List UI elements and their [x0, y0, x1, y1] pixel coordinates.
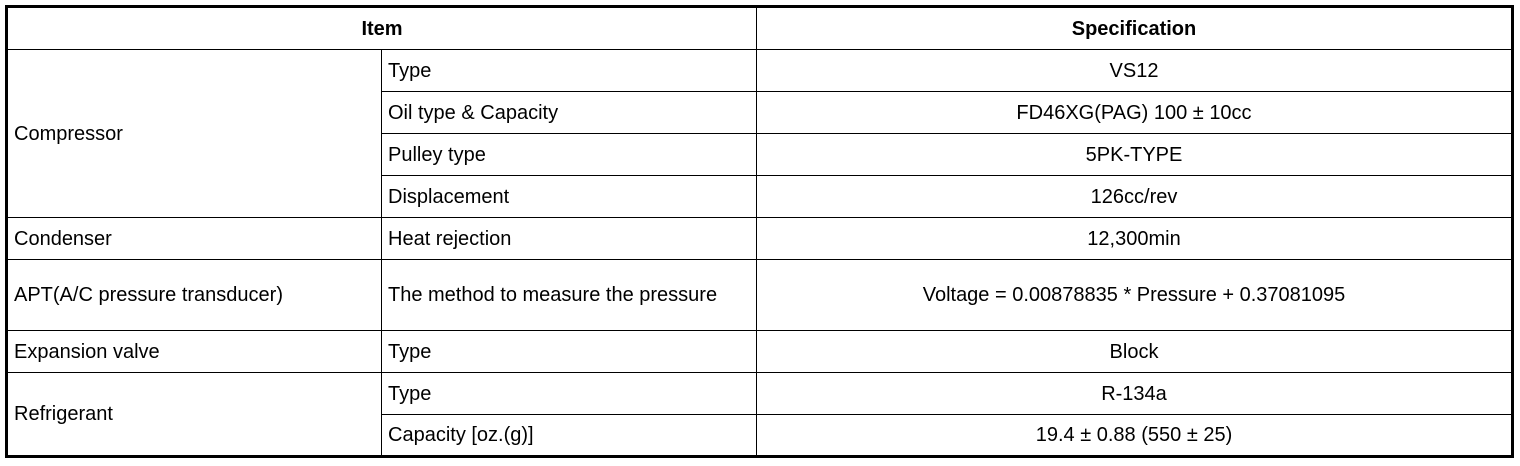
header-row: Item Specification [6, 6, 1513, 50]
group-compressor: Compressor [6, 49, 382, 218]
table-row: Compressor Type VS12 [6, 49, 1513, 218]
group-apt: APT(A/C pressure transducer) [6, 259, 382, 331]
spec-cell: 5PK-TYPE [756, 133, 1513, 176]
table-row: Refrigerant Type R-134a [6, 372, 1513, 457]
spec-cell: R-134a [756, 372, 1513, 415]
spec-table: Item Specification Compressor Type VS12 … [5, 5, 1514, 458]
item-cell: Displacement [381, 175, 757, 218]
group-condenser: Condenser [6, 217, 382, 260]
item-cell: Type [381, 372, 757, 415]
group-refrigerant: Refrigerant [6, 372, 382, 457]
item-cell: Pulley type [381, 133, 757, 176]
item-cell: Type [381, 49, 757, 92]
spec-cell: FD46XG(PAG) 100 ± 10cc [756, 91, 1513, 134]
table-row: Oil type & Capacity FD46XG(PAG) 100 ± 10… [7, 91, 1513, 134]
item-cell: Type [381, 330, 757, 373]
table-row: Capacity [oz.(g)] 19.4 ± 0.88 (550 ± 25) [7, 414, 1513, 457]
spec-cell: VS12 [756, 49, 1513, 92]
spec-cell: 126cc/rev [756, 175, 1513, 218]
table-row: APT(A/C pressure transducer) The method … [6, 259, 1513, 331]
item-cell: Capacity [oz.(g)] [381, 414, 757, 457]
header-item: Item [6, 6, 757, 50]
item-cell: Oil type & Capacity [381, 91, 757, 134]
spec-cell: 19.4 ± 0.88 (550 ± 25) [756, 414, 1513, 457]
spec-cell: 12,300min [756, 217, 1513, 260]
spec-cell: Voltage = 0.00878835 * Pressure + 0.3708… [756, 259, 1513, 331]
group-expansion-valve: Expansion valve [6, 330, 382, 373]
spec-cell: Block [756, 330, 1513, 373]
table-row: Condenser Heat rejection 12,300min [6, 217, 1513, 260]
header-specification: Specification [756, 6, 1513, 50]
item-cell: Heat rejection [381, 217, 757, 260]
table-row: Displacement 126cc/rev [7, 175, 1513, 218]
item-cell: The method to measure the pressure [381, 259, 757, 331]
table-row: Expansion valve Type Block [6, 330, 1513, 373]
table-row: Pulley type 5PK-TYPE [7, 133, 1513, 176]
